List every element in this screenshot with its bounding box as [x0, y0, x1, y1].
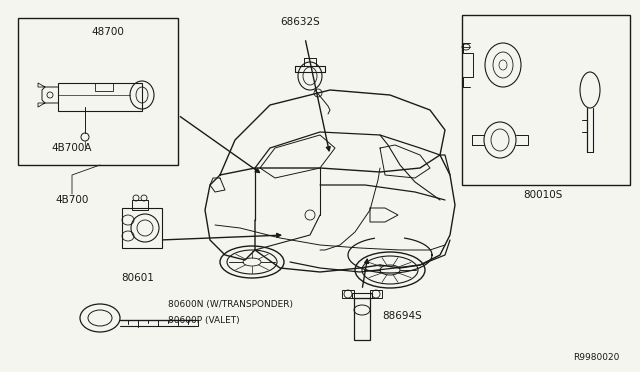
Bar — [342, 290, 354, 298]
Bar — [354, 298, 370, 340]
Bar — [95, 83, 113, 91]
Bar — [370, 290, 382, 298]
Bar — [352, 293, 372, 298]
Bar — [132, 200, 148, 210]
Text: 68632S: 68632S — [280, 17, 320, 27]
Bar — [462, 15, 630, 185]
Bar — [122, 208, 162, 248]
Text: 4B700: 4B700 — [55, 195, 89, 205]
Text: 4B700A: 4B700A — [52, 143, 92, 153]
Text: 88694S: 88694S — [382, 311, 422, 321]
Bar — [58, 83, 142, 111]
Text: 80601: 80601 — [122, 273, 154, 283]
Text: 80600N (W/TRANSPONDER): 80600N (W/TRANSPONDER) — [168, 301, 293, 310]
Text: 48700: 48700 — [92, 27, 124, 37]
Text: 80010S: 80010S — [524, 190, 563, 200]
Text: R9980020: R9980020 — [573, 353, 620, 362]
Bar — [18, 18, 178, 165]
Text: 80600P (VALET): 80600P (VALET) — [168, 315, 239, 324]
